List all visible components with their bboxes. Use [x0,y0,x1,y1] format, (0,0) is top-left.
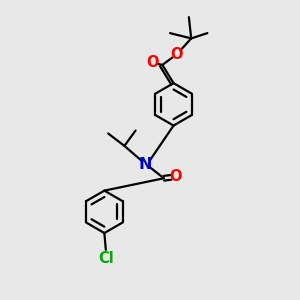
Text: Cl: Cl [98,251,114,266]
Text: O: O [169,169,181,184]
Text: O: O [147,55,159,70]
Text: N: N [139,157,152,172]
Text: O: O [170,47,183,62]
